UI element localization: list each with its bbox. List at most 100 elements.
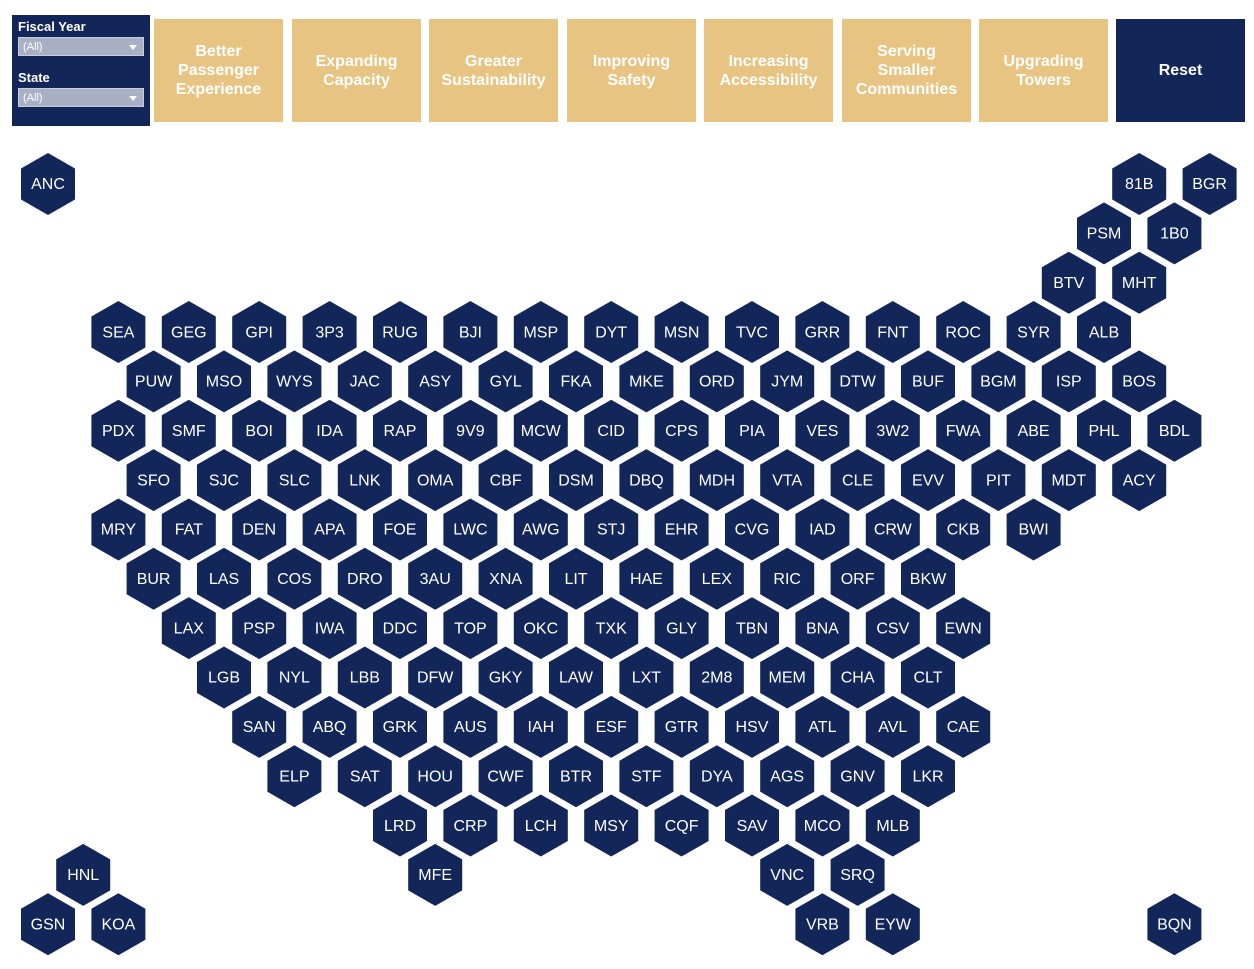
hex-tile[interactable]: ABQ (302, 695, 357, 758)
hex-tile[interactable]: MDT (1041, 449, 1096, 512)
hex-tile[interactable]: LWC (443, 498, 498, 561)
hex-tile[interactable]: FWA (936, 399, 991, 462)
hex-tile[interactable]: JAC (337, 350, 392, 413)
hex-tile[interactable]: CBF (478, 449, 533, 512)
hex-tile[interactable]: VES (795, 399, 850, 462)
hex-tile[interactable]: ASY (408, 350, 463, 413)
hex-tile[interactable]: IAH (513, 695, 568, 758)
hex-tile[interactable]: EVV (901, 449, 955, 512)
hex-tile[interactable]: ATL (795, 695, 850, 758)
hex-tile[interactable]: APA (302, 498, 357, 561)
hex-tile[interactable]: SAT (337, 745, 392, 808)
hex-tile[interactable]: VNC (760, 843, 815, 906)
hex-tile[interactable]: DFW (408, 646, 463, 709)
hex-tile[interactable]: 9V9 (443, 399, 498, 462)
hex-tile[interactable]: MSO (197, 350, 251, 413)
hex-tile[interactable]: 3P3 (302, 301, 357, 364)
hex-tile[interactable]: XNA (478, 547, 533, 610)
hex-tile[interactable]: IDA (302, 399, 357, 462)
hex-tile[interactable]: COS (267, 547, 322, 610)
hex-tile[interactable]: IWA (302, 597, 357, 660)
hex-tile[interactable]: MSP (513, 301, 568, 364)
hex-tile[interactable]: SAV (725, 794, 779, 857)
hex-tile[interactable]: 3AU (408, 547, 463, 610)
hex-tile[interactable]: SFO (126, 449, 181, 512)
hex-tile[interactable]: MSN (654, 301, 709, 364)
hex-tile[interactable]: NYL (267, 646, 322, 709)
filter-dropdown[interactable]: (All) (18, 88, 144, 107)
hex-tile[interactable]: SMF (161, 399, 216, 462)
hex-tile[interactable]: STJ (584, 498, 639, 561)
filter-button[interactable]: Greater Sustainability (429, 19, 558, 122)
hex-tile[interactable]: PSP (232, 597, 287, 660)
hex-tile[interactable]: BNA (795, 597, 850, 660)
hex-tile[interactable]: CLE (830, 449, 885, 512)
hex-tile[interactable]: CHA (830, 646, 885, 709)
hex-tile[interactable]: CKB (936, 498, 991, 561)
hex-tile[interactable]: HNL (56, 843, 111, 906)
hex-tile[interactable]: GPI (232, 301, 287, 364)
hex-tile[interactable]: LCH (513, 794, 568, 857)
hex-tile[interactable]: AVL (865, 695, 920, 758)
hex-tile[interactable]: FAT (161, 498, 216, 561)
hex-tile[interactable]: MRY (91, 498, 146, 561)
hex-tile[interactable]: VRB (795, 893, 850, 956)
hex-tile[interactable]: DTW (830, 350, 885, 413)
hex-tile[interactable]: STF (619, 745, 674, 808)
hex-tile[interactable]: OMA (408, 449, 463, 512)
hex-tile[interactable]: ACY (1112, 449, 1167, 512)
hex-tile[interactable]: DSM (549, 449, 603, 512)
hex-tile[interactable]: GTR (654, 695, 709, 758)
filter-button[interactable]: Upgrading Towers (979, 19, 1108, 122)
hex-tile[interactable]: LAW (549, 646, 603, 709)
hex-tile[interactable]: ABE (1006, 399, 1061, 462)
hex-tile[interactable]: LKR (901, 745, 955, 808)
hex-tile[interactable]: BWI (1006, 498, 1061, 561)
hex-tile[interactable]: MKE (619, 350, 674, 413)
hex-tile[interactable]: HOU (408, 745, 463, 808)
hex-tile[interactable]: CWF (478, 745, 533, 808)
hex-tile[interactable]: DRO (337, 547, 392, 610)
filter-button[interactable]: Serving Smaller Communities (842, 19, 971, 122)
hex-tile[interactable]: TOP (443, 597, 498, 660)
hex-tile[interactable]: EHR (654, 498, 709, 561)
filter-button[interactable]: Expanding Capacity (292, 19, 421, 122)
hex-tile[interactable]: MDH (689, 449, 744, 512)
hex-tile[interactable]: CQF (654, 794, 709, 857)
hex-tile[interactable]: CAE (936, 695, 991, 758)
hex-tile[interactable]: TBN (725, 597, 779, 660)
hex-tile[interactable]: GYL (478, 350, 533, 413)
hex-tile[interactable]: MEM (760, 646, 815, 709)
hex-tile[interactable]: CRP (443, 794, 498, 857)
reset-button[interactable]: Reset (1116, 19, 1245, 122)
hex-tile[interactable]: CLT (901, 646, 955, 709)
filter-button[interactable]: Improving Safety (567, 19, 696, 122)
hex-tile[interactable]: TXK (584, 597, 639, 660)
hex-tile[interactable]: SJC (197, 449, 251, 512)
hex-tile[interactable]: GLY (654, 597, 709, 660)
hex-tile[interactable]: DEN (232, 498, 287, 561)
hex-tile[interactable]: JYM (760, 350, 815, 413)
hex-tile[interactable]: DBQ (619, 449, 674, 512)
hex-tile[interactable]: 81B (1112, 153, 1167, 215)
hex-tile[interactable]: ELP (267, 745, 322, 808)
hex-tile[interactable]: SAN (232, 695, 287, 758)
hex-tile[interactable]: BDL (1147, 399, 1202, 462)
hex-tile[interactable]: IAD (795, 498, 850, 561)
hex-tile[interactable]: LEX (689, 547, 744, 610)
hex-tile[interactable]: BGR (1182, 153, 1237, 215)
hex-tile[interactable]: FKA (549, 350, 603, 413)
hex-tile[interactable]: MCO (795, 794, 850, 857)
hex-tile[interactable]: AUS (443, 695, 498, 758)
hex-tile[interactable]: DYT (584, 301, 639, 364)
hex-tile[interactable]: BTR (549, 745, 603, 808)
hex-tile[interactable]: FNT (865, 301, 920, 364)
hex-tile[interactable]: CRW (865, 498, 920, 561)
hex-tile[interactable]: 1B0 (1147, 202, 1202, 265)
hex-tile[interactable]: DDC (373, 597, 427, 660)
hex-tile[interactable]: CVG (725, 498, 779, 561)
hex-tile[interactable]: MCW (513, 399, 568, 462)
hex-tile[interactable]: PHL (1077, 399, 1131, 462)
hex-tile[interactable]: GRR (795, 301, 850, 364)
hex-tile[interactable]: HSV (725, 695, 779, 758)
